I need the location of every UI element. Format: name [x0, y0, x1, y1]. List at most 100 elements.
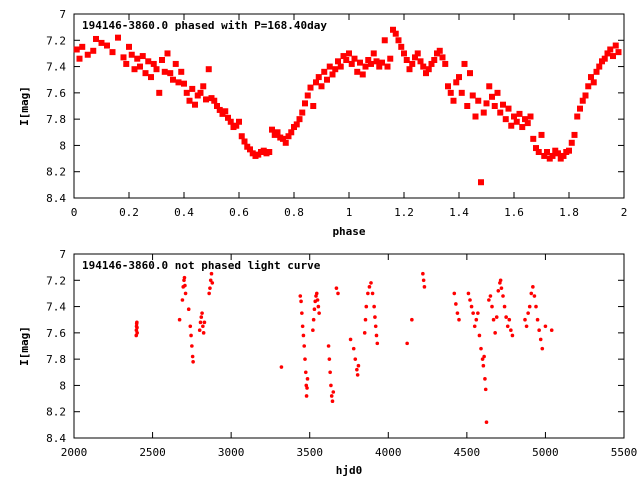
unphased-data-point [498, 278, 503, 283]
unphased-data-point [316, 304, 321, 309]
unphased-x-tick-label: 2000 [61, 446, 88, 459]
phased-x-tick-label: 1 [346, 206, 353, 219]
phased-data-point [555, 150, 561, 157]
unphased-data-point [135, 320, 139, 325]
unphased-data-point [479, 346, 483, 351]
unphased-data-point [472, 324, 477, 329]
unphased-x-axis-label: hjd0 [336, 464, 363, 477]
unphased-data-point [336, 291, 340, 296]
phased-data-point [560, 152, 567, 159]
unphased-data-point [535, 317, 540, 322]
phased-light-curve-panel: 0 0.2 0.4 0.6 0.8 1 1.2 1.4 1.6 1.8 2 7 7.2 7.4 7.6 7.8… [18, 8, 627, 238]
unphased-data-point [191, 359, 195, 364]
phased-data-point [288, 129, 295, 136]
unphased-x-tick-label: 4000 [375, 446, 402, 459]
unphased-y-tick-label: 7 [59, 248, 66, 261]
unphased-data-point [524, 324, 529, 329]
unphased-data-point [314, 291, 319, 296]
phased-data-point [354, 68, 361, 75]
unphased-data-point [201, 331, 206, 335]
phased-data-point [533, 145, 539, 152]
unphased-data-point [373, 324, 378, 329]
phased-x-tick-label: 1.4 [449, 206, 469, 219]
unphased-y-tick-label: 8 [59, 379, 66, 392]
unphased-data-point [311, 328, 315, 333]
unphased-data-point [372, 304, 376, 309]
unphased-data-point [482, 354, 486, 359]
unphased-data-point [202, 320, 207, 325]
phased-data-point [511, 113, 517, 120]
phased-data-point [447, 89, 454, 96]
phased-data-point [285, 133, 292, 140]
phased-data-point [321, 68, 328, 75]
unphased-data-point [331, 390, 336, 394]
phased-data-point [175, 79, 182, 86]
unphased-x-tick-label: 5000 [532, 446, 559, 459]
unphased-data-point [186, 307, 191, 312]
unphased-data-point [466, 291, 471, 296]
unphased-data-point [183, 291, 188, 296]
phased-data-point [167, 70, 174, 77]
unphased-data-point [370, 291, 375, 296]
phased-data-point [211, 97, 218, 104]
unphased-data-point [501, 294, 505, 298]
phased-y-tick-label: 8.2 [46, 166, 66, 179]
phased-data-point [126, 43, 132, 50]
phased-data-point [486, 83, 493, 90]
phased-data-point [332, 66, 339, 73]
phased-data-point [90, 47, 97, 54]
phased-data-point [241, 138, 248, 145]
phased-data-point [612, 42, 619, 49]
phased-data-point [93, 35, 99, 42]
unphased-data-point [471, 311, 475, 315]
phased-data-point [607, 46, 614, 53]
phased-data-point [395, 37, 402, 44]
unphased-data-point [305, 377, 310, 381]
phased-data-point [293, 121, 300, 128]
unphased-y-tick-label: 8.2 [46, 406, 66, 419]
unphased-data-point [364, 304, 369, 309]
phased-data-point [238, 133, 245, 140]
phased-data-point [401, 50, 407, 57]
phased-data-point [445, 83, 451, 90]
phased-y-tick-label: 7.2 [46, 34, 66, 47]
phased-data-point [585, 83, 592, 90]
phased-data-point [115, 34, 121, 41]
phased-plot-frame [73, 13, 625, 199]
unphased-data-point [455, 311, 460, 315]
unphased-data-point [353, 357, 358, 361]
phased-x-tick-label: 0.6 [229, 206, 249, 219]
phased-data-point [535, 149, 542, 155]
phased-data-point [403, 57, 410, 63]
phased-data-point [131, 66, 138, 73]
phased-data-point [159, 57, 165, 63]
phased-x-tick-label: 0.8 [284, 206, 304, 219]
phased-data-point [588, 74, 594, 81]
unphased-data-point [468, 298, 472, 302]
unphased-data-point [375, 341, 380, 346]
phased-data-point [601, 55, 608, 62]
phased-data-point [104, 42, 110, 49]
phased-y-tick-label: 7.6 [46, 87, 66, 100]
phased-data-point [156, 89, 163, 96]
phased-data-point [98, 39, 105, 46]
phased-data-point [439, 54, 446, 61]
unphased-data-point [334, 286, 339, 290]
phased-y-tick-label: 7.8 [46, 113, 66, 126]
phased-data-point [456, 74, 462, 81]
phased-data-point [568, 139, 575, 146]
unphased-y-tick-label: 7.2 [46, 274, 66, 287]
unphased-data-point [299, 299, 303, 304]
unphased-data-point [507, 317, 512, 322]
phased-data-point [269, 126, 275, 133]
unphased-data-point [493, 331, 497, 335]
phased-data-point [120, 54, 127, 61]
phased-data-point [497, 109, 504, 116]
phased-data-point [373, 58, 380, 65]
phased-x-tick-label: 1.2 [394, 206, 414, 219]
phased-data-point [541, 152, 548, 159]
phased-y-axis-label: I[mag] [18, 86, 31, 126]
phased-data-point [524, 120, 531, 127]
unphased-data-point [312, 307, 317, 312]
